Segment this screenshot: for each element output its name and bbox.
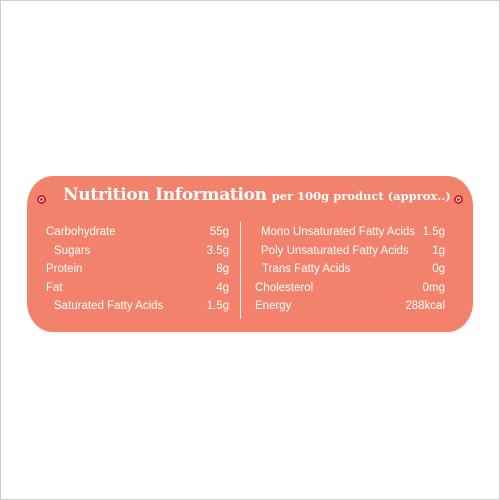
nutrient-value: 4g <box>216 281 229 294</box>
label-subtitle: per 100g product (approx..) <box>271 189 451 203</box>
nutrient-row: Cholesterol 0mg <box>255 279 445 298</box>
nutrient-row: Saturated Fatty Acids 1.5g <box>46 297 229 316</box>
nutrient-row: Carbohydrate 55g <box>46 223 229 242</box>
column-divider <box>240 222 241 319</box>
nutrient-value: 8g <box>216 263 229 276</box>
nutrient-value: 3.5g <box>206 244 229 257</box>
nutrient-value: 288kcal <box>405 300 445 313</box>
hang-hole-right-icon <box>454 195 463 204</box>
nutrient-name: Energy <box>255 300 292 313</box>
nutrient-value: 55g <box>209 226 229 238</box>
nutrient-value: 1.5g <box>206 300 229 313</box>
nutrient-name: Trans Fatty Acids <box>262 263 351 276</box>
nutrient-value: 0mg <box>422 281 445 294</box>
nutrient-row: Mono Unsaturated Fatty Acids 1.5g <box>255 223 445 242</box>
nutrition-label: Nutrition Information per 100g product (a… <box>27 176 473 332</box>
nutrient-column-left: Carbohydrate 55g Sugars 3.5g Protein 8g … <box>46 223 229 316</box>
nutrient-row: Trans Fatty Acids 0g <box>255 260 445 279</box>
nutrient-value: 1.5g <box>422 226 445 238</box>
nutrient-column-right: Mono Unsaturated Fatty Acids 1.5g Poly U… <box>255 223 445 316</box>
nutrient-name: Carbohydrate <box>46 226 116 238</box>
nutrient-row: Energy 288kcal <box>255 297 445 316</box>
nutrient-name: Fat <box>46 281 63 294</box>
nutrient-value: 1g <box>432 244 445 257</box>
label-title: Nutrition Information <box>63 185 267 205</box>
nutrient-name: Saturated Fatty Acids <box>54 300 164 313</box>
nutrient-name: Mono Unsaturated Fatty Acids <box>261 226 416 238</box>
hang-hole-left-icon <box>37 195 46 204</box>
label-header: Nutrition Information per 100g product (a… <box>63 185 451 205</box>
nutrient-row: Protein 8g <box>46 260 229 279</box>
nutrient-row: Fat 4g <box>46 279 229 298</box>
nutrient-name: Cholesterol <box>255 281 314 294</box>
nutrient-name: Sugars <box>54 244 91 257</box>
nutrient-row: Poly Unsaturated Fatty Acids 1g <box>255 242 445 261</box>
nutrient-row: Sugars 3.5g <box>46 242 229 261</box>
nutrient-name: Protein <box>46 263 83 276</box>
nutrient-name: Poly Unsaturated Fatty Acids <box>261 244 409 257</box>
nutrient-value: 0g <box>432 263 445 276</box>
